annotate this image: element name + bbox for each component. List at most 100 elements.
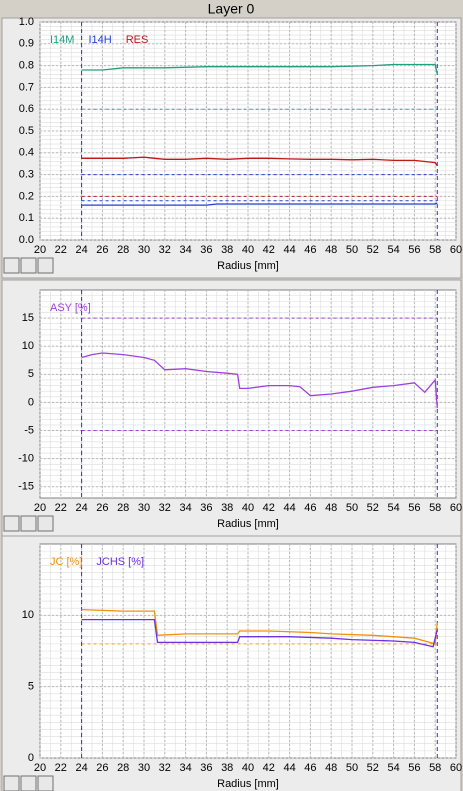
data-line	[81, 608, 438, 645]
x-axis-label: Radius [mm]	[217, 518, 279, 530]
x-tick-label: 20	[34, 244, 46, 256]
x-tick-label: 30	[138, 502, 150, 514]
add-button[interactable]	[20, 515, 37, 532]
x-tick-label: 28	[117, 762, 129, 774]
data-line	[81, 618, 438, 648]
y-tick-label: 0.5	[19, 125, 34, 137]
x-tick-label: 48	[325, 762, 337, 774]
y-tick-label: 0	[28, 396, 34, 408]
x-tick-label: 32	[159, 244, 171, 256]
x-tick-label: 60	[450, 762, 462, 774]
y-tick-label: 1.0	[19, 16, 34, 28]
x-tick-label: 56	[408, 502, 420, 514]
legend-entry: JC [%]	[50, 556, 82, 568]
x-tick-label: 58	[429, 244, 441, 256]
x-tick-label: 34	[179, 502, 191, 514]
x-tick-label: 52	[367, 502, 379, 514]
pan-button[interactable]	[37, 775, 54, 791]
x-tick-label: 54	[387, 244, 399, 256]
x-tick-label: 34	[179, 244, 191, 256]
x-tick-label: 28	[117, 502, 129, 514]
x-tick-label: 26	[96, 502, 108, 514]
pan-button[interactable]	[37, 257, 54, 274]
x-tick-label: 40	[242, 244, 254, 256]
x-tick-label: 56	[408, 762, 420, 774]
x-tick-label: 30	[138, 762, 150, 774]
x-tick-label: 26	[96, 762, 108, 774]
x-tick-label: 32	[159, 762, 171, 774]
x-tick-label: 60	[450, 502, 462, 514]
y-tick-label: -5	[24, 424, 34, 436]
y-tick-label: 15	[22, 312, 34, 324]
x-tick-label: 22	[55, 762, 67, 774]
window-title: Layer 0	[208, 1, 255, 17]
y-tick-label: 5	[28, 368, 34, 380]
data-line	[81, 156, 438, 167]
y-tick-label: 0.0	[19, 234, 34, 246]
add-button[interactable]	[20, 775, 37, 791]
x-tick-label: 52	[367, 244, 379, 256]
x-tick-label: 36	[200, 762, 212, 774]
x-tick-label: 46	[304, 762, 316, 774]
y-tick-label: 0.3	[19, 169, 34, 181]
y-tick-label: 0.9	[19, 38, 34, 50]
x-tick-label: 48	[325, 244, 337, 256]
x-tick-label: 22	[55, 502, 67, 514]
zoom-button[interactable]	[3, 775, 20, 791]
x-tick-label: 22	[55, 244, 67, 256]
x-tick-label: 36	[200, 244, 212, 256]
legend-entry: I14H	[88, 34, 111, 46]
y-tick-label: 10	[22, 340, 34, 352]
data-line	[81, 202, 438, 206]
x-tick-label: 42	[263, 244, 275, 256]
x-tick-label: 26	[96, 244, 108, 256]
x-tick-label: 24	[75, 502, 87, 514]
legend-entry: I14M	[50, 34, 74, 46]
x-tick-label: 20	[34, 762, 46, 774]
x-tick-label: 36	[200, 502, 212, 514]
zoom-button[interactable]	[3, 257, 20, 274]
x-tick-label: 24	[75, 762, 87, 774]
x-tick-label: 54	[387, 502, 399, 514]
pan-button[interactable]	[37, 515, 54, 532]
y-tick-label: 0.6	[19, 103, 34, 115]
x-tick-label: 40	[242, 762, 254, 774]
y-tick-label: 0.4	[19, 147, 34, 159]
x-tick-label: 42	[263, 502, 275, 514]
y-tick-label: 10	[22, 609, 34, 621]
y-tick-label: 0.7	[19, 81, 34, 93]
x-tick-label: 30	[138, 244, 150, 256]
x-tick-label: 20	[34, 502, 46, 514]
x-tick-label: 50	[346, 502, 358, 514]
x-tick-label: 48	[325, 502, 337, 514]
x-tick-label: 46	[304, 502, 316, 514]
x-tick-label: 40	[242, 502, 254, 514]
legend-entry: JCHS [%]	[96, 556, 144, 568]
x-tick-label: 34	[179, 762, 191, 774]
zoom-button[interactable]	[3, 515, 20, 532]
x-tick-label: 42	[263, 762, 275, 774]
x-tick-label: 60	[450, 244, 462, 256]
x-tick-label: 46	[304, 244, 316, 256]
x-tick-label: 44	[283, 502, 295, 514]
y-tick-label: 0	[28, 752, 34, 764]
x-tick-label: 24	[75, 244, 87, 256]
x-tick-label: 32	[159, 502, 171, 514]
y-tick-label: -10	[18, 453, 34, 465]
x-tick-label: 52	[367, 762, 379, 774]
x-tick-label: 38	[221, 762, 233, 774]
x-tick-label: 58	[429, 502, 441, 514]
x-axis-label: Radius [mm]	[217, 260, 279, 272]
y-tick-label: 0.8	[19, 60, 34, 72]
x-tick-label: 38	[221, 244, 233, 256]
x-tick-label: 54	[387, 762, 399, 774]
x-tick-label: 38	[221, 502, 233, 514]
y-tick-label: 0.2	[19, 190, 34, 202]
add-button[interactable]	[20, 257, 37, 274]
data-line	[81, 352, 438, 409]
x-tick-label: 58	[429, 762, 441, 774]
x-tick-label: 44	[283, 762, 295, 774]
x-tick-label: 50	[346, 762, 358, 774]
